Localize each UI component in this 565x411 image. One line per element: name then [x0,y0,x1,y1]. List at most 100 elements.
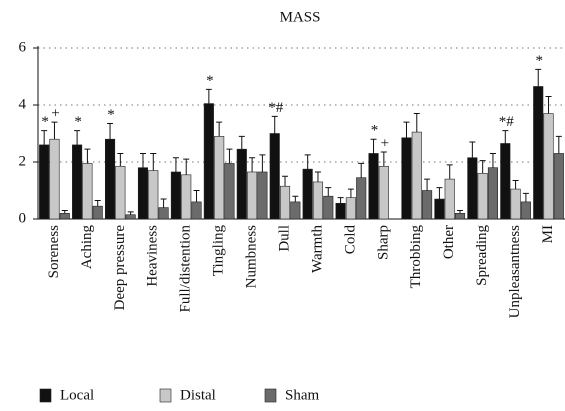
error-bar [502,130,509,144]
error-bar [259,154,266,172]
bar [59,213,70,220]
error-bar [117,152,124,167]
legend-swatch [159,388,172,403]
error-bar [325,187,332,197]
error-bar [271,115,278,134]
x-tick-label: Other [441,225,457,259]
bar [92,205,103,220]
error-bar [347,188,354,198]
error-bar [183,158,190,175]
error-bar [282,175,289,187]
bar [137,167,149,220]
error-bar [555,135,562,154]
annotation: * [107,107,115,123]
bar [247,171,258,220]
legend-swatch [264,388,277,403]
error-bar [61,209,68,214]
error-bar [160,198,167,208]
error-bar [337,197,344,204]
error-bar [479,160,486,174]
bar [378,165,389,220]
bar [82,163,93,220]
legend-label: Local [60,387,94,403]
x-tick-label: Unpleasantness [507,225,523,318]
y-tick-label: 2 [19,153,27,169]
error-bar [139,152,146,168]
x-tick-label: Aching [79,225,95,270]
bar [104,138,116,220]
error-bar [238,135,245,150]
bar [444,178,455,220]
bar [148,170,159,220]
x-tick-label: Throbbing [408,225,424,289]
error-bar [522,192,529,202]
bar [368,153,379,220]
chart-title: MASS [280,9,321,25]
x-tick-label: Sharp [375,225,391,260]
bar [224,163,235,220]
error-bar [512,180,519,190]
bar [214,136,225,220]
error-bar [304,154,311,170]
bar [49,138,60,220]
error-bar [314,171,321,182]
x-tick-label: Warmth [309,225,325,273]
x-tick-label: Cold [342,225,358,255]
bar [533,86,544,220]
x-tick-label: Numbness [244,225,260,288]
bar [181,174,192,220]
legend-swatch [39,388,52,403]
y-tick-label: 0 [19,210,27,226]
x-tick-label: Full/distention [178,225,194,313]
annotation: *# [268,100,284,116]
error-bar [380,151,387,167]
error-bar [226,148,233,164]
x-tick-label: Tingling [211,225,227,277]
bar [312,181,324,220]
bar [279,185,291,220]
bar [72,144,83,220]
bar [553,153,564,220]
x-tick-label: Dull [276,225,292,252]
bar [487,167,499,220]
error-bar [193,190,200,202]
bar [500,143,511,220]
annotation: * [206,73,214,89]
error-bar [436,187,443,200]
bar [335,203,346,220]
error-bar [535,68,542,87]
error-bar [403,121,410,138]
bar [158,207,169,220]
error-bar [446,164,453,180]
annotation: * [371,123,379,139]
error-bar [51,121,58,140]
error-bar [370,138,377,154]
error-bar [292,195,299,202]
error-bar [205,88,212,104]
bar [269,133,280,220]
bar [236,148,247,220]
error-bar [172,157,179,172]
bar [520,201,531,220]
bar [467,157,478,220]
error-bar [249,157,256,172]
bar [434,198,445,220]
error-bar [41,130,48,145]
bar [454,213,466,220]
y-tick-label: 4 [19,96,27,112]
error-bar [74,130,81,145]
error-bar [489,152,496,168]
bar [115,165,126,220]
bar [510,188,521,220]
x-tick-label: MI [540,225,556,243]
bar [356,177,367,220]
bar [477,173,488,220]
error-bar [424,178,431,191]
error-bar [107,123,114,140]
annotation: + [381,135,389,151]
x-tick-label: Spreading [474,225,490,286]
y-tick-label: 6 [19,39,27,55]
error-bar [127,211,134,215]
error-bar [457,209,464,214]
